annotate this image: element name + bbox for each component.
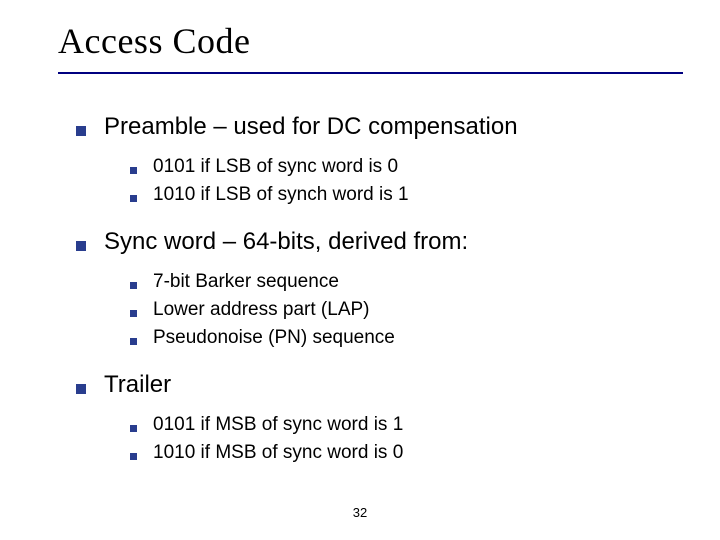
square-bullet-icon: [130, 167, 137, 174]
square-bullet-icon: [130, 195, 137, 202]
page-number: 32: [0, 505, 720, 520]
square-bullet-icon: [130, 282, 137, 289]
sub-bullet-group: 0101 if MSB of sync word is 1 1010 if MS…: [76, 406, 680, 485]
bullet-lvl2: 1010 if MSB of sync word is 0: [130, 440, 680, 466]
lvl2-text: Pseudonoise (PN) sequence: [153, 325, 395, 351]
lvl1-text: Trailer: [104, 370, 171, 400]
square-bullet-icon: [130, 453, 137, 460]
bullet-lvl2: 0101 if LSB of sync word is 0: [130, 154, 680, 180]
bullet-lvl1: Trailer: [76, 370, 680, 400]
bullet-lvl2: Pseudonoise (PN) sequence: [130, 325, 680, 351]
sub-bullet-group: 7-bit Barker sequence Lower address part…: [76, 263, 680, 370]
bullet-lvl2: 0101 if MSB of sync word is 1: [130, 412, 680, 438]
sub-bullet-group: 0101 if LSB of sync word is 0 1010 if LS…: [76, 148, 680, 227]
bullet-lvl2: Lower address part (LAP): [130, 297, 680, 323]
title-area: Access Code: [0, 0, 720, 74]
lvl1-text: Sync word – 64-bits, derived from:: [104, 227, 468, 257]
bullet-lvl1: Preamble – used for DC compensation: [76, 112, 680, 142]
lvl2-text: 7-bit Barker sequence: [153, 269, 339, 295]
bullet-lvl2: 7-bit Barker sequence: [130, 269, 680, 295]
square-bullet-icon: [76, 384, 86, 394]
slide: Access Code Preamble – used for DC compe…: [0, 0, 720, 540]
square-bullet-icon: [76, 241, 86, 251]
slide-body: Preamble – used for DC compensation 0101…: [0, 74, 720, 485]
square-bullet-icon: [130, 425, 137, 432]
lvl2-text: Lower address part (LAP): [153, 297, 370, 323]
square-bullet-icon: [130, 338, 137, 345]
slide-title: Access Code: [58, 20, 720, 62]
lvl2-text: 0101 if LSB of sync word is 0: [153, 154, 398, 180]
lvl1-text: Preamble – used for DC compensation: [104, 112, 518, 142]
square-bullet-icon: [76, 126, 86, 136]
lvl2-text: 0101 if MSB of sync word is 1: [153, 412, 403, 438]
bullet-lvl1: Sync word – 64-bits, derived from:: [76, 227, 680, 257]
bullet-lvl2: 1010 if LSB of synch word is 1: [130, 182, 680, 208]
lvl2-text: 1010 if LSB of synch word is 1: [153, 182, 409, 208]
lvl2-text: 1010 if MSB of sync word is 0: [153, 440, 403, 466]
square-bullet-icon: [130, 310, 137, 317]
